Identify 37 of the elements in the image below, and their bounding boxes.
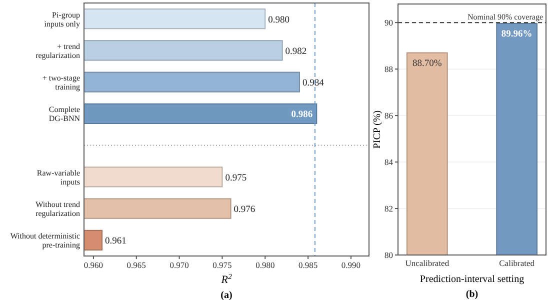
y-tick-label: Without trend regularization: [36, 200, 80, 218]
data-label: 0.984: [302, 78, 324, 89]
y-tick-label: 84: [384, 157, 394, 168]
data-label: 0.975: [225, 173, 247, 184]
x-tick-label: 0.965: [126, 260, 146, 270]
data-label: 0.980: [268, 15, 290, 26]
data-label: 89.96%: [501, 30, 532, 40]
y-tick-label: + trend regularization: [36, 42, 80, 60]
x-tick-label: 0.990: [341, 260, 361, 270]
data-label: 0.961: [105, 236, 127, 247]
x-tick-label: 0.985: [298, 260, 318, 270]
x-tick-label: Uncalibrated: [405, 258, 450, 268]
data-label: 0.986: [291, 110, 313, 120]
x-tick-label: 0.975: [212, 260, 232, 270]
data-label: 0.982: [285, 46, 307, 57]
y-tick-label: Without deterministic pre-training: [10, 232, 80, 250]
y-tick-label: 86: [384, 110, 393, 121]
y-tick-label: 82: [384, 204, 393, 214]
data-label: 88.70%: [412, 58, 442, 69]
y-tick-label: 90: [384, 18, 393, 28]
x-tick-label: 0.980: [256, 260, 275, 270]
y-tick-label: 88: [384, 64, 393, 74]
text: (b): [466, 289, 478, 300]
x-axis-title: R$^{2}$: [220, 272, 232, 286]
y-tick-label: 80: [384, 250, 393, 260]
y-tick-label: Pi-group inputs only: [44, 10, 80, 28]
data-label: 0.976: [234, 205, 256, 216]
x-tick-label: Calibrated: [499, 258, 536, 268]
y-tick-label: Raw-variable inputs: [36, 168, 80, 186]
x-tick-label: 0.970: [170, 260, 189, 270]
x-axis-title: Prediction-interval setting: [420, 274, 524, 285]
y-axis-title: PICP (%): [372, 110, 383, 149]
text: (a): [220, 290, 232, 301]
y-tick-label: Complete DG-BNN: [48, 105, 80, 124]
ref-line-label: Nominal 90% coverage: [467, 12, 544, 22]
x-tick-label: 0.960: [84, 260, 104, 270]
y-tick-label: + two-stage training: [42, 74, 80, 92]
